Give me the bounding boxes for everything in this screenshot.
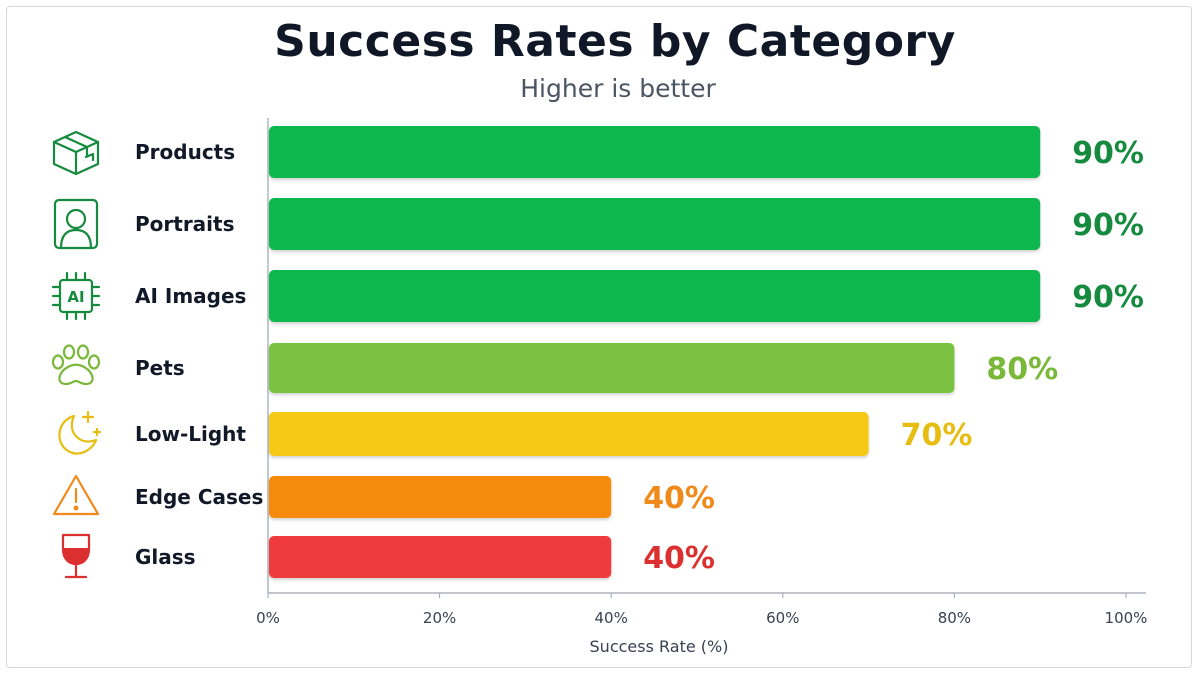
category-label: Glass — [135, 545, 196, 569]
value-label: 80% — [986, 352, 1058, 387]
value-label: 70% — [901, 418, 973, 453]
box-icon — [52, 130, 100, 176]
category-label: Pets — [135, 356, 185, 380]
moon-stars-icon — [58, 410, 102, 455]
value-label: 90% — [1072, 136, 1144, 171]
bar — [269, 476, 612, 518]
category-label: Products — [135, 140, 235, 164]
chart-title: Success Rates by Category — [274, 16, 956, 67]
category-label: Portraits — [135, 212, 235, 236]
category-label: Low-Light — [135, 422, 246, 446]
value-label: 90% — [1072, 208, 1144, 243]
category-label: AI Images — [135, 284, 246, 308]
value-label: 90% — [1072, 280, 1144, 315]
x-tick-label: 60% — [766, 609, 799, 627]
category-label: Edge Cases — [135, 485, 263, 509]
x-tick-label: 80% — [938, 609, 971, 627]
bar — [269, 126, 1041, 178]
x-tick-label: 40% — [595, 609, 628, 627]
bar — [269, 270, 1041, 322]
x-tick-label: 100% — [1105, 609, 1148, 627]
paw-icon — [51, 344, 101, 386]
bar — [269, 536, 612, 578]
value-label: 40% — [643, 541, 715, 576]
value-label: 40% — [643, 481, 715, 516]
ai-chip-icon: AI — [51, 271, 101, 321]
x-axis-title: Success Rate (%) — [590, 637, 729, 656]
bar — [269, 412, 869, 456]
wine-glass-icon — [61, 533, 91, 579]
chart-subtitle: Higher is better — [520, 74, 716, 103]
bar — [269, 198, 1041, 250]
bar — [269, 343, 955, 393]
x-tick-label: 0% — [256, 609, 280, 627]
warning-icon — [52, 474, 100, 516]
x-tick-label: 20% — [423, 609, 456, 627]
portrait-icon — [53, 198, 99, 250]
ai-chip-icon-text: AI — [67, 288, 84, 306]
